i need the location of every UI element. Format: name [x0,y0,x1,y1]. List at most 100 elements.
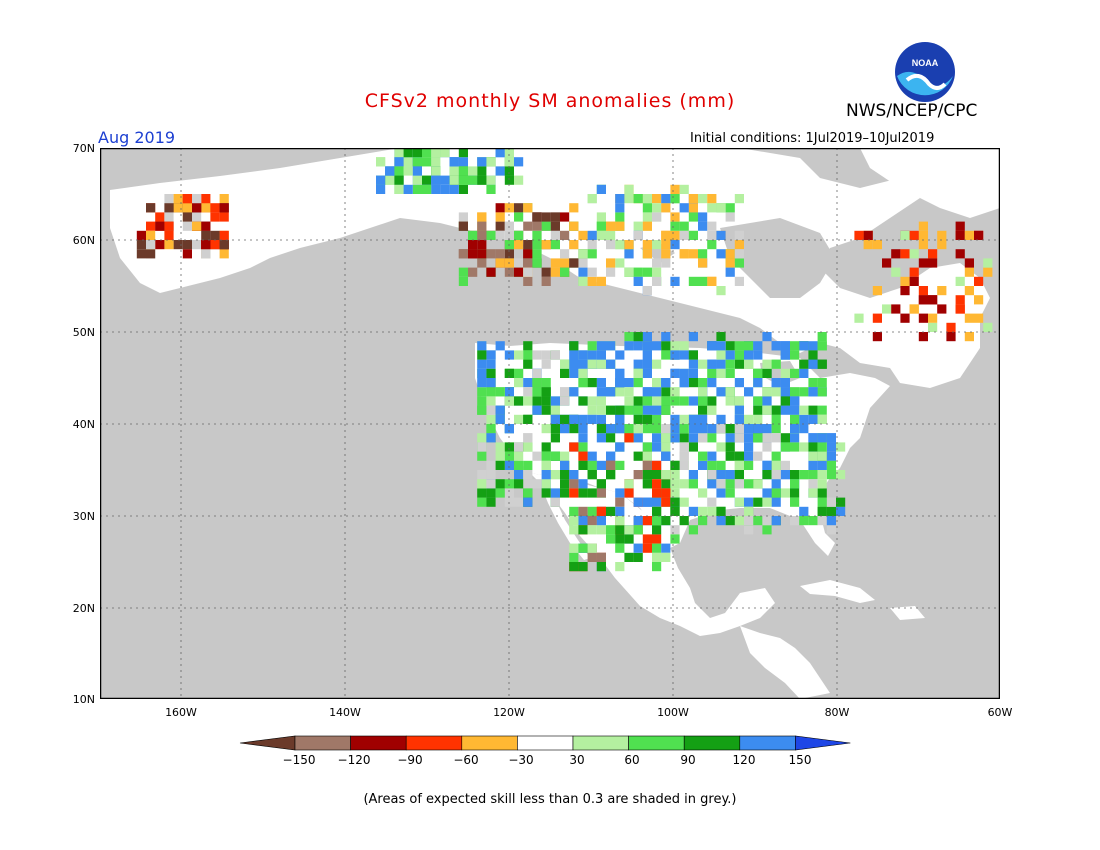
anomaly-cell [716,442,726,452]
anomaly-cell [504,148,514,158]
anomaly-cell [504,175,514,185]
anomaly-cell [569,543,579,553]
anomaly-cell [523,442,533,452]
anomaly-cell [670,525,680,535]
anomaly-cell [523,414,533,424]
anomaly-cell [449,175,459,185]
central-america [740,626,830,699]
anomaly-cell [550,451,560,461]
anomaly-cell [615,516,625,526]
anomaly-cell [624,341,634,351]
anomaly-cell [679,378,689,388]
anomaly-cell [762,405,772,415]
anomaly-cell [541,387,551,397]
anomaly-cell [523,276,533,286]
anomaly-cell [578,442,588,452]
anomaly-cell [707,203,717,213]
anomaly-cell [808,387,818,397]
anomaly-cell [514,470,524,480]
anomaly-cell [587,516,597,526]
anomaly-cell [762,387,772,397]
anomaly-cell [523,359,533,369]
anomaly-cell [670,276,680,286]
anomaly-cell [431,148,441,158]
anomaly-cell [495,166,505,176]
anomaly-cell [725,396,735,406]
anomaly-cell [780,433,790,443]
anomaly-cell [652,470,662,480]
anomaly-cell [642,221,652,231]
anomaly-cell [615,258,625,268]
anomaly-cell [799,359,809,369]
anomaly-cell [863,230,873,240]
anomaly-cell [652,525,662,535]
anomaly-cell [624,332,634,342]
anomaly-cell [458,148,468,158]
anomaly-cell [541,451,551,461]
anomaly-cell [817,460,827,470]
anomaly-cell [753,451,763,461]
anomaly-cell [412,175,422,185]
anomaly-cell [946,322,956,332]
anomaly-cell [532,249,542,259]
anomaly-cell [587,378,597,388]
anomaly-cell [449,166,459,176]
colorbar-swatch [405,735,463,751]
anomaly-cell [808,350,818,360]
anomaly-cell [652,433,662,443]
anomaly-cell [753,414,763,424]
anomaly-cell [734,414,744,424]
anomaly-cell [394,166,404,176]
anomaly-cell [698,516,708,526]
anomaly-cell [679,433,689,443]
anomaly-cell [826,516,836,526]
anomaly-cell [624,479,634,489]
anomaly-cell [725,424,735,434]
anomaly-cell [928,258,938,268]
colorbar-label: −30 [508,753,534,767]
colorbar-label: 30 [569,753,585,767]
colorbar-swatch [517,735,574,751]
anomaly-cell [771,460,781,470]
anomaly-cell [606,240,616,250]
anomaly-cell [504,203,514,213]
anomaly-cell [376,184,386,194]
anomaly-cell [173,203,183,213]
anomaly-cell [633,470,643,480]
anomaly-cell [964,313,974,323]
anomaly-cell [606,267,616,277]
anomaly-cell [725,350,735,360]
anomaly-cell [661,350,671,360]
anomaly-cell [560,359,570,369]
anomaly-cell [523,460,533,470]
anomaly-cell [219,230,229,240]
anomaly-cell [440,148,450,158]
anomaly-cell [670,212,680,222]
anomaly-cell [679,442,689,452]
anomaly-cell [182,203,192,213]
anomaly-cell [642,194,652,204]
anomaly-cell [753,497,763,507]
anomaly-cell [891,267,901,277]
lon-label: 120W [493,706,525,719]
anomaly-cell [679,414,689,424]
anomaly-cell [385,166,395,176]
anomaly-cell [670,184,680,194]
anomaly-cell [633,497,643,507]
anomaly-cell [615,368,625,378]
anomaly-cell [569,552,579,562]
anomaly-cell [587,230,597,240]
anomaly-cell [615,488,625,498]
anomaly-cell [514,414,524,424]
colorbar-arrow-high [795,735,851,751]
anomaly-cell [661,230,671,240]
anomaly-cell [541,424,551,434]
anomaly-cell [734,350,744,360]
lon-label: 140W [329,706,361,719]
anomaly-cell [725,470,735,480]
logo-text: NOAA [912,58,939,68]
anomaly-cell [698,378,708,388]
anomaly-cell [606,221,616,231]
anomaly-cell [477,175,487,185]
anomaly-cell [679,460,689,470]
